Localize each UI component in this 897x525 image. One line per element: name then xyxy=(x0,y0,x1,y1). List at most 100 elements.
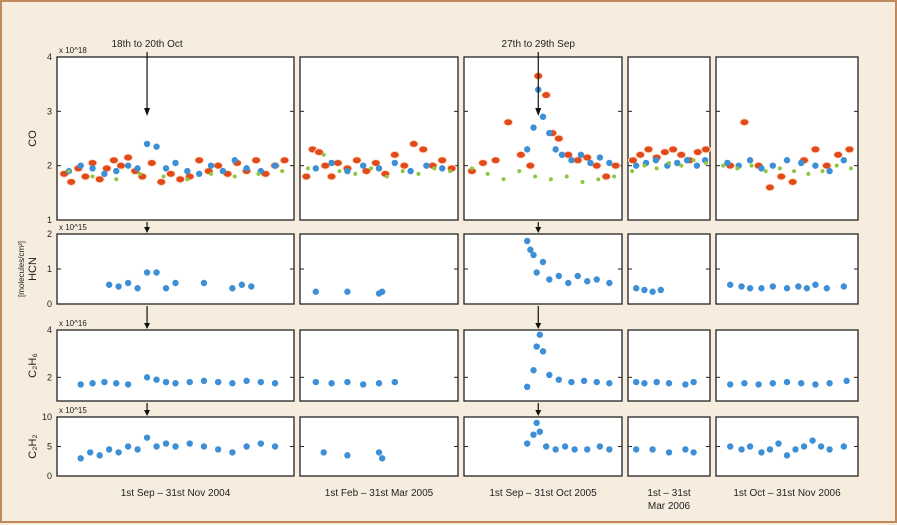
data-point-blue xyxy=(652,157,660,164)
event-arrow-head xyxy=(535,410,542,416)
data-point-blue xyxy=(162,378,170,386)
data-point-green xyxy=(185,177,190,182)
y-axis-unit-label: [molecules/cm²] xyxy=(17,241,26,297)
y-tick-label: 0 xyxy=(47,471,52,481)
data-point-blue xyxy=(96,452,103,459)
data-point-green xyxy=(580,179,585,184)
data-point-blue xyxy=(766,446,774,453)
y-axis-label: C₂H₆ xyxy=(27,353,39,378)
data-point-blue xyxy=(746,157,754,164)
data-point-blue xyxy=(219,167,227,175)
event-annotation-label: 27th to 29th Sep xyxy=(502,39,576,50)
data-point-green xyxy=(548,177,553,182)
data-point-blue xyxy=(124,443,132,450)
data-point-blue xyxy=(641,286,648,294)
data-point-green xyxy=(691,158,696,163)
data-point-red xyxy=(194,156,205,165)
data-point-red xyxy=(739,118,750,127)
y-tick-label: 1 xyxy=(47,264,52,274)
data-point-blue xyxy=(101,170,108,178)
data-point-blue xyxy=(527,246,534,253)
data-point-blue xyxy=(593,378,600,386)
panel-frame xyxy=(715,56,859,221)
data-point-red xyxy=(213,161,224,170)
data-point-blue xyxy=(530,367,537,374)
data-point-blue xyxy=(580,377,588,385)
panel-frame xyxy=(299,416,459,477)
data-point-red xyxy=(821,161,832,170)
data-point-green xyxy=(654,166,659,171)
data-point-red xyxy=(165,169,176,178)
data-point-blue xyxy=(746,443,754,450)
data-point-blue xyxy=(257,378,265,386)
data-point-green xyxy=(596,177,601,182)
data-point-blue xyxy=(596,154,604,161)
y-tick-label: 10 xyxy=(42,412,52,422)
y-tick-label: 4 xyxy=(47,325,52,335)
data-point-blue xyxy=(633,446,640,453)
data-point-blue xyxy=(649,288,656,295)
data-point-red xyxy=(776,172,787,181)
data-point-blue xyxy=(196,170,203,178)
data-point-blue xyxy=(843,377,850,385)
data-point-blue xyxy=(115,449,122,456)
data-point-green xyxy=(384,174,389,179)
data-point-blue xyxy=(229,380,236,387)
data-point-green xyxy=(161,174,166,179)
y-tick-label: 2 xyxy=(47,372,52,382)
data-point-blue xyxy=(172,279,179,287)
data-point-blue xyxy=(344,288,351,295)
data-point-red xyxy=(659,148,670,157)
data-point-blue xyxy=(153,443,160,450)
data-point-blue xyxy=(840,283,847,290)
data-point-red xyxy=(541,91,552,100)
data-point-red xyxy=(610,161,621,170)
data-point-red xyxy=(668,145,679,154)
data-point-blue xyxy=(546,129,553,137)
data-point-blue xyxy=(172,159,179,167)
data-point-blue xyxy=(795,283,802,290)
data-point-green xyxy=(256,171,261,176)
data-point-blue xyxy=(633,162,640,169)
data-point-green xyxy=(792,169,797,174)
data-point-blue xyxy=(248,283,255,290)
data-point-blue xyxy=(690,378,697,386)
data-point-blue xyxy=(826,167,833,175)
row-scale-label: x 10^15 xyxy=(59,223,87,232)
data-point-blue xyxy=(584,278,591,285)
data-point-blue xyxy=(238,281,246,288)
data-point-blue xyxy=(134,165,141,172)
event-arrow-head xyxy=(535,227,542,233)
data-point-blue xyxy=(229,285,236,292)
data-point-blue xyxy=(257,440,265,447)
data-point-blue xyxy=(755,381,762,388)
data-point-green xyxy=(642,163,647,168)
data-point-green xyxy=(735,166,740,171)
data-point-red xyxy=(94,175,105,184)
data-point-blue xyxy=(113,380,120,387)
data-point-blue xyxy=(134,285,141,292)
data-point-blue xyxy=(214,378,222,386)
data-point-red xyxy=(490,156,501,165)
data-point-blue xyxy=(153,143,160,150)
data-point-blue xyxy=(727,443,734,450)
data-point-blue xyxy=(524,440,531,447)
data-point-green xyxy=(469,166,474,171)
data-point-red xyxy=(115,161,126,170)
data-point-blue xyxy=(769,162,776,169)
data-point-red xyxy=(408,139,419,148)
y-tick-label: 4 xyxy=(47,52,52,62)
data-point-blue xyxy=(536,428,544,435)
data-point-blue xyxy=(568,378,575,386)
data-point-blue xyxy=(312,288,319,295)
data-point-green xyxy=(703,160,708,165)
data-point-red xyxy=(437,156,448,165)
data-point-blue xyxy=(200,443,208,450)
data-point-blue xyxy=(271,162,279,169)
data-point-red xyxy=(692,148,703,157)
data-point-blue xyxy=(746,285,754,292)
data-point-blue xyxy=(184,167,191,175)
data-point-green xyxy=(564,174,569,179)
y-tick-label: 3 xyxy=(47,106,52,116)
